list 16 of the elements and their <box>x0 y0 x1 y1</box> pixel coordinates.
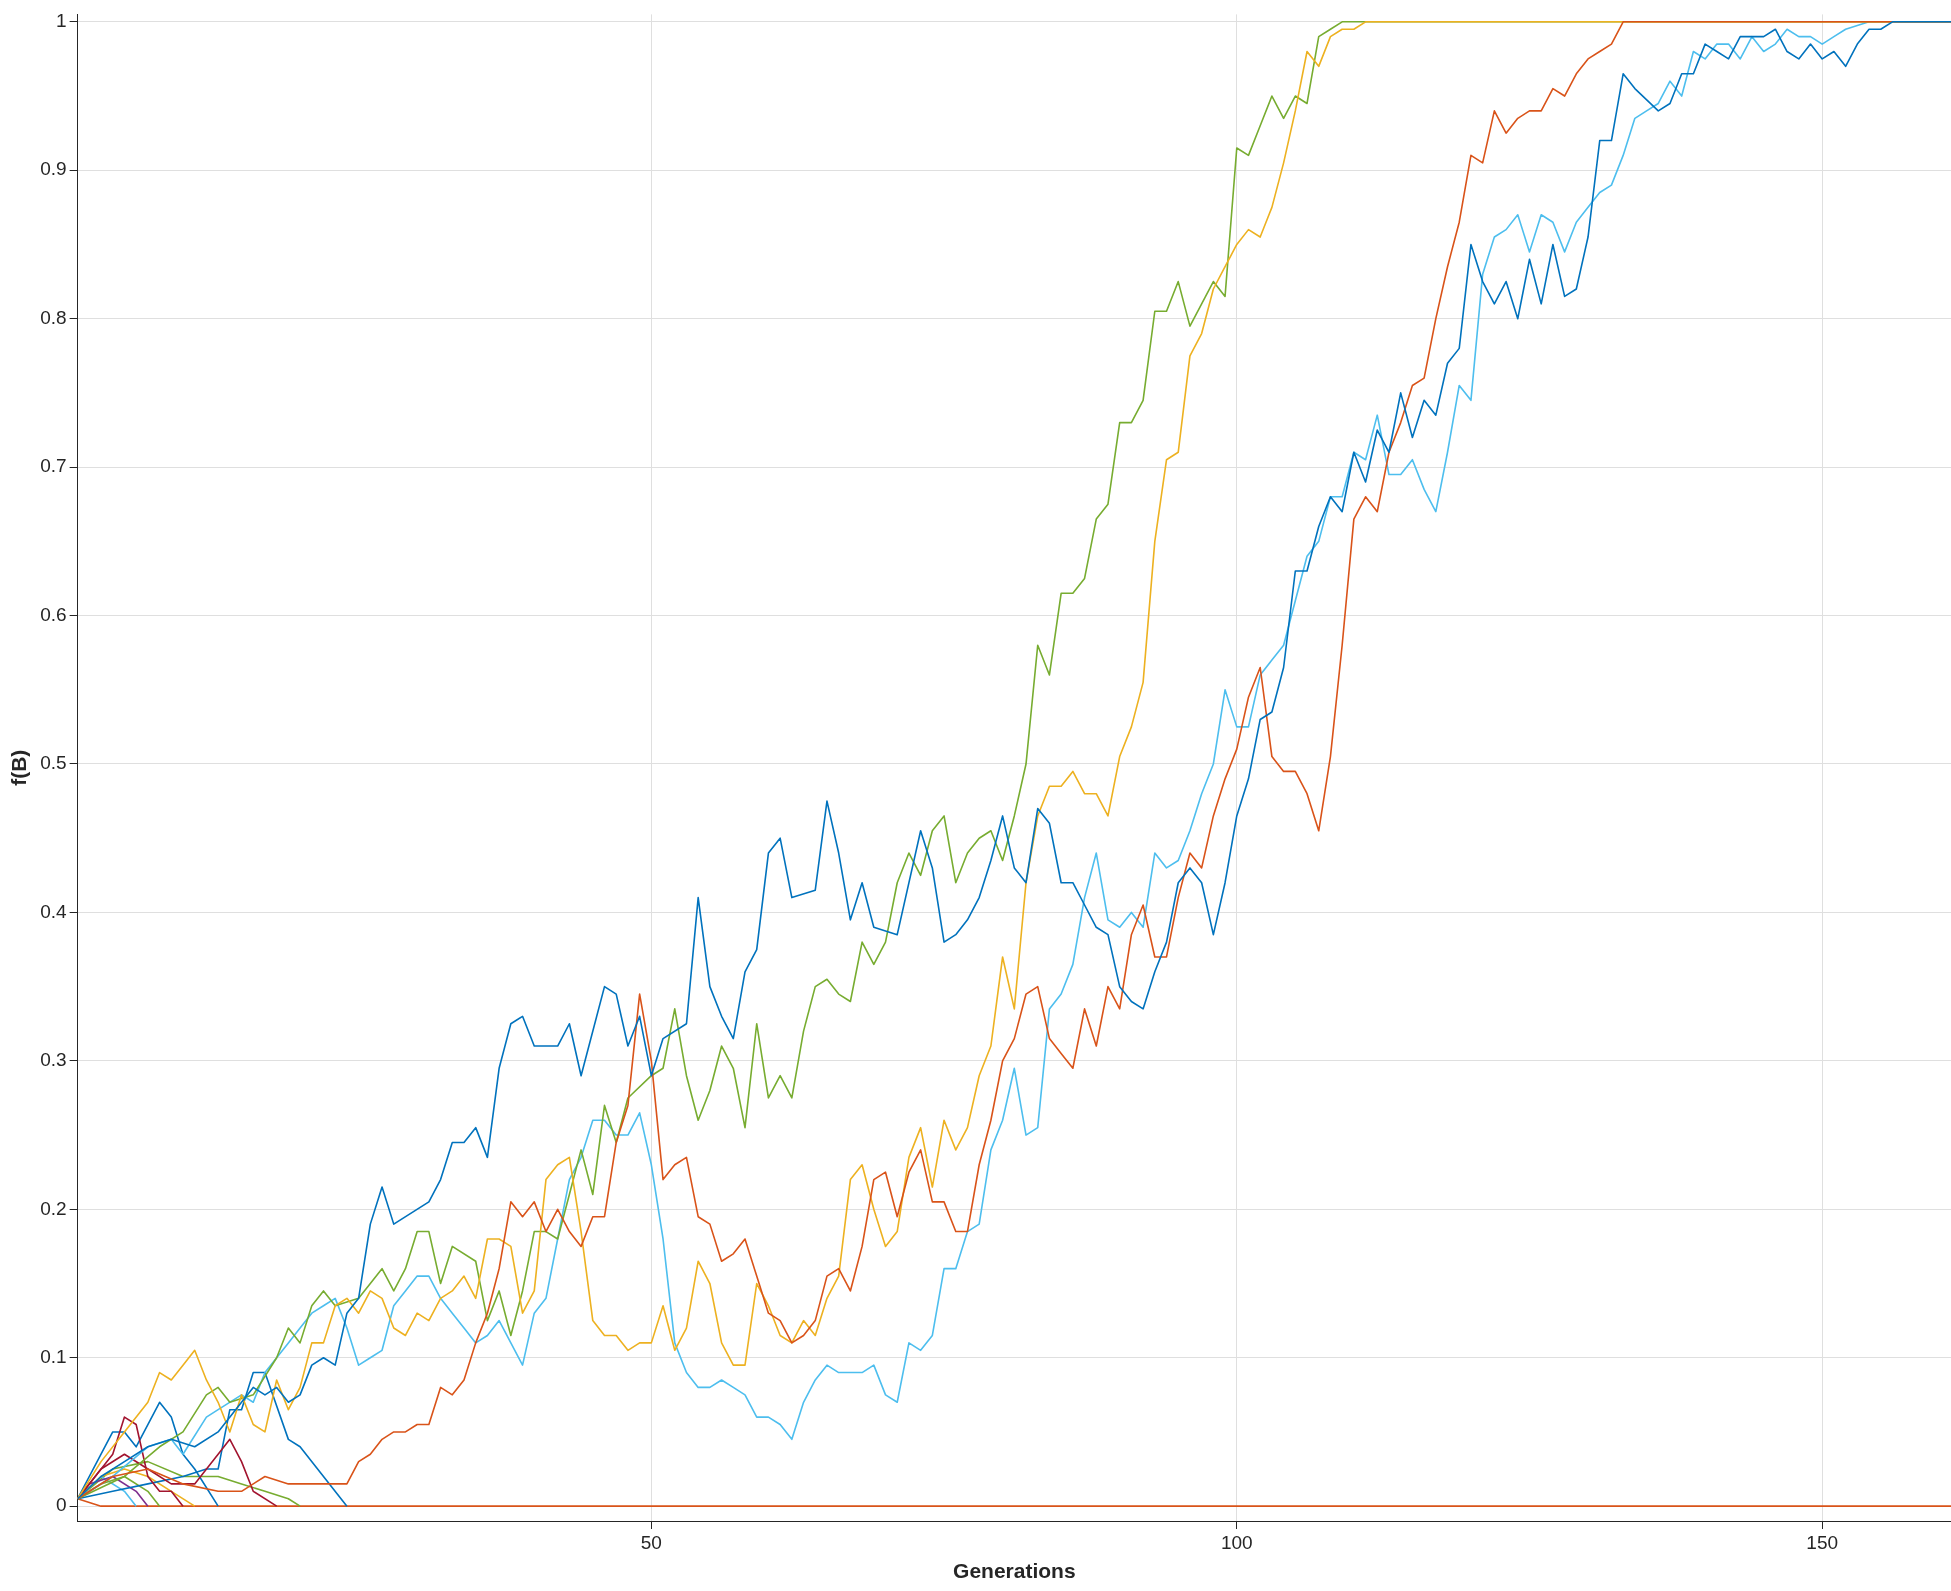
y-tick-label: 0.7 <box>40 455 67 477</box>
y-tick-label: 0.9 <box>40 158 67 180</box>
x-tick-label: 150 <box>1806 1531 1839 1553</box>
y-axis-title: f(B) <box>7 749 31 786</box>
y-tick-label: 0.6 <box>40 603 67 625</box>
y-tick-label: 0.4 <box>40 900 68 922</box>
y-tick-label: 0.1 <box>40 1345 67 1367</box>
y-tick-label: 1 <box>56 10 67 32</box>
x-axis-title: Generations <box>953 1559 1076 1583</box>
x-tick-label: 50 <box>640 1531 662 1553</box>
y-tick-label: 0.3 <box>40 1049 67 1071</box>
y-tick-label: 0.5 <box>40 752 67 774</box>
y-tick-label: 0.8 <box>40 306 67 328</box>
y-tick-label: 0.2 <box>40 1197 67 1219</box>
x-tick-label: 100 <box>1220 1531 1253 1553</box>
y-tick-label: 0 <box>56 1494 67 1516</box>
